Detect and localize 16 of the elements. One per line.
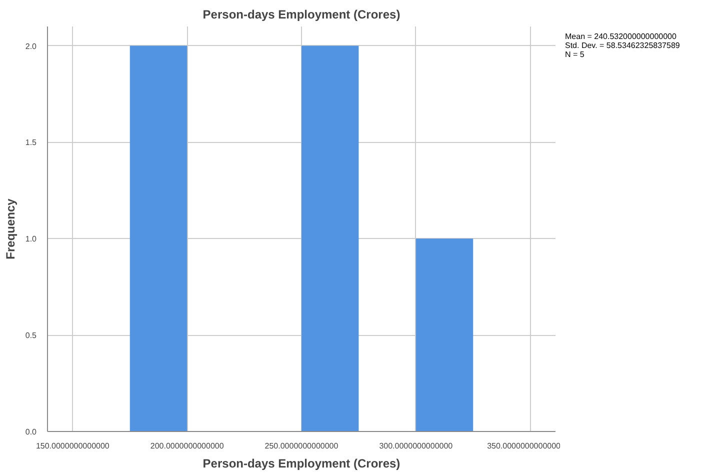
- text: Std. Dev. = 58.53462325837589: [565, 41, 680, 50]
- x-tick-label: 150.0000000000000: [36, 442, 110, 450]
- text: Mean = 240.532000000000000: [565, 32, 676, 41]
- text: N = 5: [565, 50, 584, 59]
- x-tick-label: 200.0000000000000: [150, 442, 224, 450]
- x-tick-label: 250.0000000000000: [264, 442, 339, 450]
- x-tick-label: 300.0000000000000: [379, 442, 454, 450]
- y-tick-label: 2.0: [25, 42, 38, 51]
- x-axis-title: Person-days Employment (Crores): [202, 456, 400, 470]
- chart-title: Person-days Employment (Crores): [202, 8, 400, 22]
- y-tick-label: 0.0: [25, 428, 38, 436]
- y-tick-label: 0.5: [25, 331, 38, 340]
- y-tick-label: 1.0: [25, 234, 38, 244]
- y-axis-title: Frequency: [3, 198, 18, 260]
- x-tick-label: 350.0000000000000: [487, 442, 562, 450]
- y-tick-label: 1.5: [25, 138, 38, 148]
